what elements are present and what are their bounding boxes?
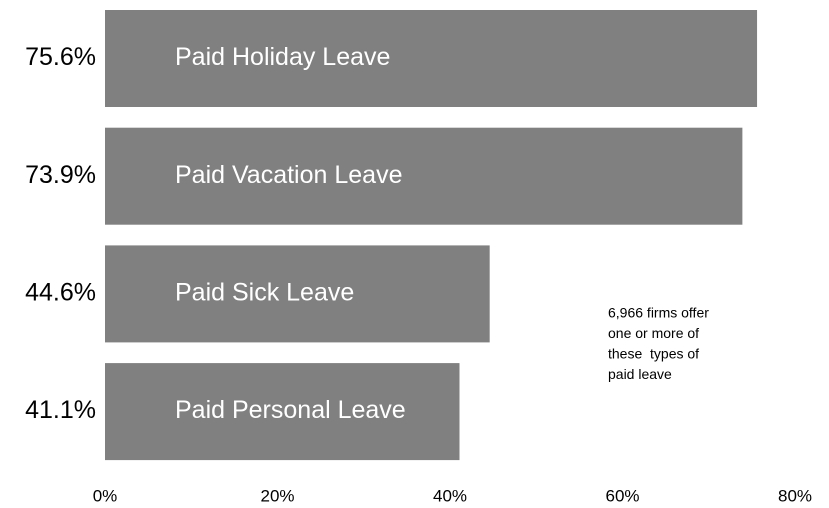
value-label: 73.9% [25,161,96,189]
x-tick-label: 20% [260,486,294,505]
x-tick-label: 80% [778,486,812,505]
annotation: one or more of [608,325,699,341]
category-label: Paid Sick Leave [175,279,354,307]
annotation: these types of [608,346,699,362]
category-label: Paid Holiday Leave [175,43,390,71]
x-tick-label: 60% [605,486,639,505]
bar [105,363,460,461]
annotation: 6,966 firms offer [608,305,709,321]
category-label: Paid Vacation Leave [175,161,402,189]
x-tick-label: 40% [433,486,467,505]
value-label: 44.6% [25,279,96,307]
annotation: paid leave [608,366,672,382]
category-label: Paid Personal Leave [175,396,406,424]
bar [105,245,490,343]
value-label: 41.1% [25,396,96,424]
x-tick-label: 0% [93,486,118,505]
value-label: 75.6% [25,43,96,71]
bar [105,127,743,225]
bar [105,10,758,107]
